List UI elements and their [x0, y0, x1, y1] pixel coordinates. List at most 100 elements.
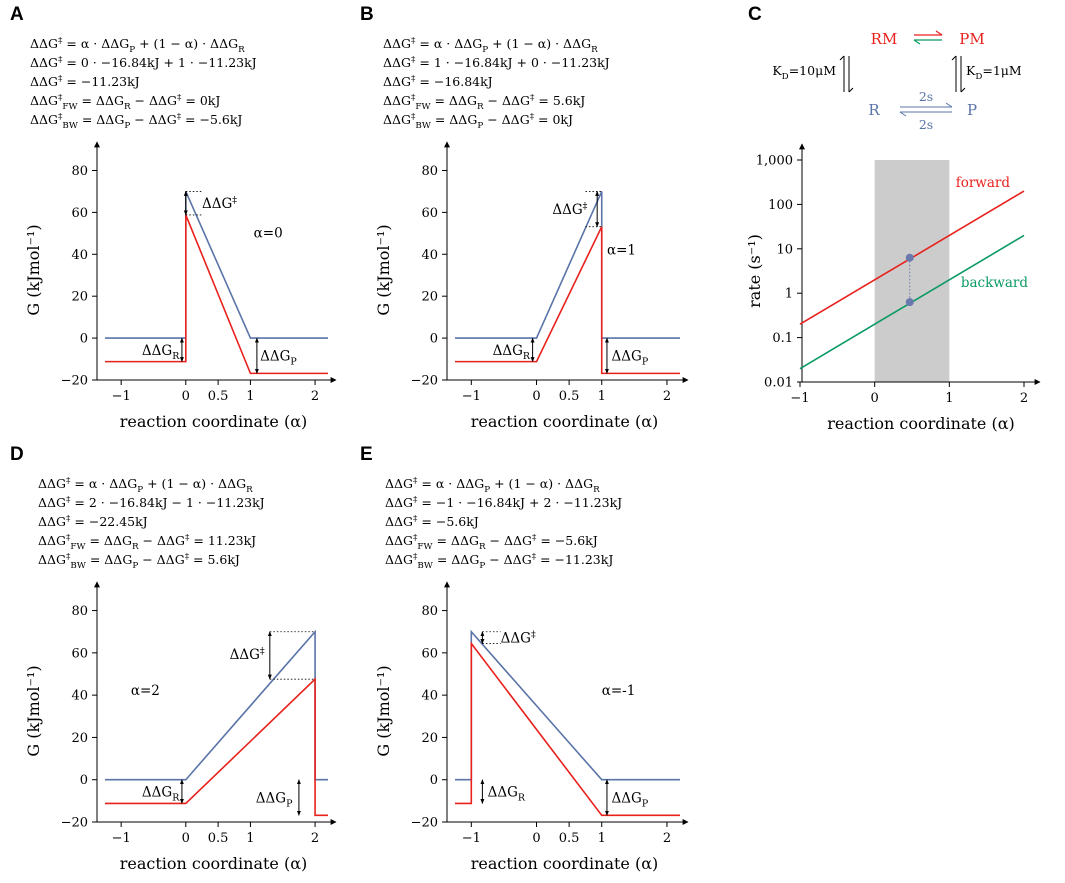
- x-tick-label-D: −1: [112, 831, 131, 846]
- panel-label-A: A: [10, 4, 24, 25]
- alpha-label-D: α=2: [131, 683, 160, 699]
- x-axis-label-C: reaction coordinate (α): [827, 414, 1015, 433]
- x-tick-label-E: 2: [663, 831, 671, 846]
- y-axis-label-D: G (kJmol⁻¹): [24, 665, 43, 756]
- binding-arrow-right-down: [960, 56, 966, 93]
- x-tick-label-D: 1: [246, 831, 254, 846]
- panel-C: C RM PM KD=10μM KD=1μM R P 2s 2s −1 0 1 2 0.01 0.1 1 10 1…: [745, 4, 1041, 433]
- panel-label-E: E: [360, 444, 373, 465]
- annotation-label-E: ΔΔGP: [612, 790, 649, 809]
- equation-A-1: ΔΔG‡ = α · ΔΔGP + (1 − α) · ΔΔGR: [30, 36, 245, 55]
- x-axis-label-A: reaction coordinate (α): [120, 412, 308, 431]
- x-tick-label-E: −1: [462, 831, 481, 846]
- series-line-modified-B: [455, 226, 680, 375]
- x-tick-label-B: 2: [663, 389, 671, 404]
- rate-arrow-backward: [899, 111, 952, 117]
- y-tick-label-A: 20: [71, 290, 88, 305]
- equation-D-5: ΔΔG‡BW = ΔΔGP − ΔΔG‡ = 5.6kJ: [38, 552, 240, 571]
- y-axis-label-E: G (kJmol⁻¹): [374, 665, 393, 756]
- y-tick-label-D: 80: [71, 604, 88, 619]
- x-tick-label-E: 0: [532, 831, 540, 846]
- x-tick-label-D: 0.5: [208, 831, 229, 846]
- alpha-label-E: α=-1: [602, 683, 636, 699]
- binding-arrow-right-up: [951, 55, 957, 92]
- equilibrium-arrowhead-backward: [913, 39, 921, 45]
- equation-E-4: ΔΔG‡FW = ΔΔGR − ΔΔG‡ = −5.6kJ: [385, 533, 598, 552]
- y-tick-label-B: −20: [411, 374, 438, 389]
- panel-label-B: B: [360, 4, 374, 25]
- series-line-unmodified-A: [105, 191, 328, 339]
- equation-A-3: ΔΔG‡ = −11.23kJ: [30, 74, 140, 89]
- y-tick-label-D: 60: [71, 646, 88, 661]
- x-tick-label-B: 1: [598, 389, 606, 404]
- scheme-kd-left: KD=10μM: [772, 63, 836, 82]
- equation-D-1: ΔΔG‡ = α · ΔΔGP + (1 − α) · ΔΔGR: [38, 476, 253, 495]
- y-tick-label-B: 40: [421, 248, 438, 263]
- scheme-rate-bottom: 2s: [919, 117, 933, 132]
- panel-label-D: D: [10, 444, 24, 465]
- y-tick-label-C: 10: [776, 242, 793, 257]
- y-tick-label-D: −20: [61, 816, 88, 831]
- series-label-forward: forward: [956, 175, 1011, 191]
- y-tick-label-B: 20: [421, 290, 438, 305]
- scheme-rm: RM: [871, 30, 898, 48]
- y-tick-label-B: 0: [430, 332, 438, 347]
- series-line-modified-D: [105, 677, 328, 817]
- binding-arrow-left-down: [848, 56, 854, 93]
- y-tick-label-E: −20: [411, 816, 438, 831]
- scheme-p: P: [967, 101, 977, 119]
- x-tick-label-C: 1: [945, 391, 953, 406]
- annotation-label-B: ΔΔGP: [612, 349, 649, 368]
- y-tick-label-B: 80: [421, 164, 438, 179]
- equation-E-2: ΔΔG‡ = −1 · −16.84kJ + 2 · −11.23kJ: [385, 495, 622, 510]
- equation-A-5: ΔΔG‡BW = ΔΔGP − ΔΔG‡ = −5.6kJ: [30, 112, 242, 131]
- x-axis-label-D: reaction coordinate (α): [120, 854, 308, 873]
- scheme-kd-right: KD=1μM: [966, 63, 1022, 82]
- y-axis-label-C: rate (s⁻¹): [745, 234, 764, 308]
- panel-D: D ΔΔG‡ = α · ΔΔGP + (1 − α) · ΔΔGR ΔΔG‡ = …: [10, 444, 337, 873]
- y-tick-label-D: 0: [80, 773, 88, 788]
- series-line-unmodified-B: [455, 191, 680, 339]
- x-axis-label-E: reaction coordinate (α): [471, 854, 659, 873]
- annotation-label-A: ΔΔGP: [260, 349, 297, 368]
- alpha-label-B: α=1: [607, 242, 636, 258]
- x-tick-label-B: 0: [532, 389, 540, 404]
- y-tick-label-B: 60: [421, 206, 438, 221]
- scheme-r: R: [868, 101, 880, 119]
- y-tick-label-A: −20: [61, 374, 88, 389]
- y-tick-label-E: 60: [421, 646, 438, 661]
- annotation-label-E: ΔΔG‡: [501, 630, 536, 647]
- y-tick-label-A: 60: [71, 206, 88, 221]
- x-tick-label-A: 0: [182, 389, 190, 404]
- y-tick-label-C: 100: [768, 198, 793, 213]
- y-tick-label-D: 20: [71, 731, 88, 746]
- equation-D-3: ΔΔG‡ = −22.45kJ: [38, 514, 148, 529]
- y-tick-label-E: 80: [421, 604, 438, 619]
- shaded-region: [874, 160, 950, 382]
- y-tick-label-C: 1: [785, 287, 793, 302]
- y-axis-label-B: G (kJmol⁻¹): [374, 224, 393, 315]
- binding-arrow-left-up: [839, 55, 845, 92]
- x-tick-label-A: 0.5: [208, 389, 229, 404]
- annotation-label-D: ΔΔGR: [142, 785, 180, 804]
- x-tick-label-D: 2: [311, 831, 319, 846]
- annotation-label-B: ΔΔG‡: [552, 201, 587, 218]
- x-tick-label-A: 2: [311, 389, 319, 404]
- y-tick-label-E: 40: [421, 689, 438, 704]
- annotation-label-B: ΔΔGR: [493, 343, 531, 362]
- equation-B-2: ΔΔG‡ = 1 · −16.84kJ + 0 · −11.23kJ: [383, 55, 610, 70]
- rate-arrow-forward: [900, 102, 953, 108]
- equilibrium-arrowhead-forward: [935, 30, 943, 36]
- equation-A-2: ΔΔG‡ = 0 · −16.84kJ + 1 · −11.23kJ: [30, 55, 257, 70]
- annotation-label-E: ΔΔGR: [488, 785, 526, 804]
- annotation-label-D: ΔΔG‡: [230, 646, 265, 663]
- y-tick-label-D: 40: [71, 689, 88, 704]
- equation-A-4: ΔΔG‡FW = ΔΔGR − ΔΔG‡ = 0kJ: [30, 93, 220, 112]
- equation-B-5: ΔΔG‡BW = ΔΔGP − ΔΔG‡ = 0kJ: [383, 112, 573, 131]
- annotation-label-D: ΔΔGP: [256, 790, 293, 809]
- x-tick-label-C: 0: [871, 391, 879, 406]
- y-tick-label-C: 0.01: [764, 376, 793, 391]
- y-tick-label-E: 20: [421, 731, 438, 746]
